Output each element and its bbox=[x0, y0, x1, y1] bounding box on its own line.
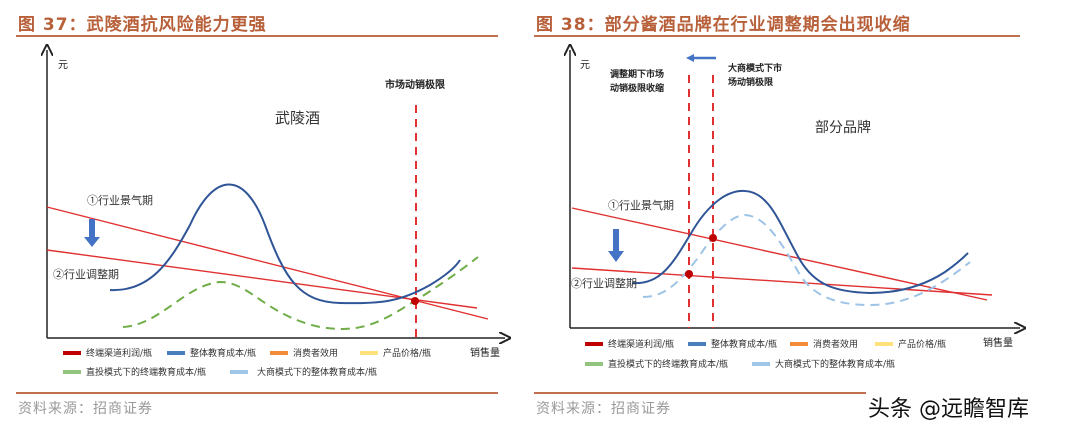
legend: 终端渠道利润/瓶 整体教育成本/瓶 消费者效用 产品价格/瓶 直投模式下的终端教… bbox=[585, 338, 946, 370]
legend-swatch-terminal-profit bbox=[585, 342, 603, 346]
legend-swatch-terminal-profit bbox=[63, 351, 81, 355]
intersection-point bbox=[411, 297, 419, 305]
brand-label: 武陵酒 bbox=[275, 109, 320, 127]
legend-swatch-product-price bbox=[875, 342, 893, 346]
period1-label: ①行业景气期 bbox=[608, 198, 674, 212]
period1-label: ①行业景气期 bbox=[87, 193, 153, 207]
distributor-cost-curve bbox=[642, 213, 971, 307]
legend-label: 直投模式下的终端教育成本/瓶 bbox=[86, 366, 206, 378]
limit-label-distributor: 大商模式下市 场动销极限 bbox=[728, 62, 785, 88]
period2-label: ②行业调整期 bbox=[53, 267, 119, 281]
figure-38-title: 图 38：部分酱酒品牌在行业调整期会出现收缩 bbox=[536, 15, 911, 35]
source-rule bbox=[534, 392, 1020, 394]
y-unit-label: 元 bbox=[580, 60, 590, 71]
legend-label: 消费者效用 bbox=[293, 347, 338, 359]
limit-label-contracted: 调整期下市场 动销极限收缩 bbox=[610, 68, 667, 94]
down-arrow-icon bbox=[608, 229, 624, 262]
legend-swatch-distributor-cost bbox=[230, 370, 248, 374]
legend: 终端渠道利润/瓶 整体教育成本/瓶 消费者效用 产品价格/瓶 直投模式下的终端教… bbox=[63, 347, 431, 378]
education-cost-curve bbox=[631, 189, 969, 295]
legend-label: 大商模式下的整体教育成本/瓶 bbox=[257, 366, 377, 378]
legend-swatch-product-price bbox=[360, 351, 378, 355]
legend-label: 大商模式下的整体教育成本/瓶 bbox=[775, 358, 895, 370]
profit-line-adjust bbox=[46, 249, 478, 309]
legend-swatch-education-cost bbox=[688, 342, 706, 346]
brand-label: 部分品牌 bbox=[815, 119, 871, 136]
title-rule bbox=[534, 35, 1020, 37]
legend-label: 终端渠道利润/瓶 bbox=[608, 338, 674, 350]
limit-label: 市场动销极限 bbox=[385, 78, 446, 91]
legend-swatch-education-cost bbox=[167, 351, 185, 355]
legend-swatch-consumer-utility bbox=[790, 342, 808, 346]
legend-swatch-direct-terminal-cost bbox=[63, 370, 81, 374]
watermark: 头条 @远瞻智库 bbox=[866, 391, 1031, 423]
intersection-point-contracted bbox=[685, 270, 693, 278]
legend-swatch-distributor-cost bbox=[752, 362, 770, 366]
legend-label: 整体教育成本/瓶 bbox=[190, 347, 256, 359]
direct-terminal-cost-curve bbox=[122, 256, 479, 330]
profit-line-adjust bbox=[571, 267, 993, 296]
legend-label: 终端渠道利润/瓶 bbox=[86, 347, 152, 359]
y-unit-label: 元 bbox=[58, 60, 68, 71]
legend-label: 直投模式下的终端教育成本/瓶 bbox=[608, 358, 728, 370]
title-rule bbox=[16, 35, 498, 37]
source-note: 资料来源：招商证券 bbox=[18, 401, 153, 417]
legend-swatch-direct-terminal-cost bbox=[585, 362, 603, 366]
intersection-point-distributor bbox=[709, 234, 717, 242]
legend-label: 产品价格/瓶 bbox=[383, 347, 431, 359]
down-arrow-icon bbox=[84, 219, 100, 247]
source-rule bbox=[16, 392, 498, 394]
education-cost-curve bbox=[109, 183, 461, 305]
x-axis-label: 销售量 bbox=[983, 336, 1013, 349]
profit-line-boom bbox=[46, 206, 489, 320]
legend-label: 产品价格/瓶 bbox=[898, 338, 946, 350]
source-note: 资料来源：招商证券 bbox=[536, 401, 671, 417]
period2-label: ②行业调整期 bbox=[571, 276, 637, 290]
x-axis-label: 销售量 bbox=[470, 346, 500, 359]
legend-swatch-consumer-utility bbox=[270, 351, 288, 355]
legend-label: 整体教育成本/瓶 bbox=[711, 338, 777, 350]
figure-37-diagram: 元 销售量 武陵酒 市场动销极限 ①行业景气期 ②行业调整期 终端渠道利润/瓶 … bbox=[0, 40, 520, 378]
figure-38-panel: 图 38：部分酱酒品牌在行业调整期会出现收缩 元 销售量 部分品牌 调整期下市场… bbox=[530, 0, 1078, 428]
figure-38-diagram: 元 销售量 部分品牌 调整期下市场 动销极限收缩 大商模式下市 场动销极限 ①行… bbox=[530, 40, 1078, 370]
legend-label: 消费者效用 bbox=[813, 338, 858, 350]
figure-37-panel: 图 37：武陵酒抗风险能力更强 元 销售量 武陵酒 市场动销极限 ①行业景气期 … bbox=[0, 0, 520, 428]
figure-37-title: 图 37：武陵酒抗风险能力更强 bbox=[18, 15, 267, 35]
